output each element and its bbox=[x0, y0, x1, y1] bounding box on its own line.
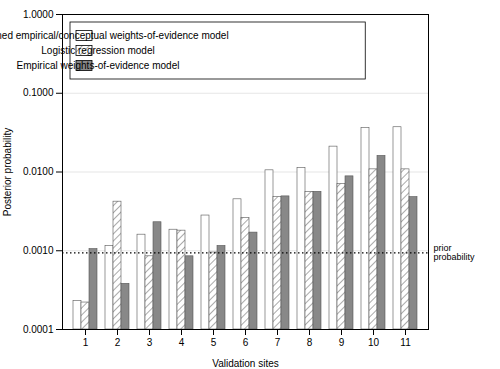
svg-text:priorprobability: priorprobability bbox=[434, 243, 476, 262]
svg-text:8: 8 bbox=[307, 337, 313, 348]
svg-text:4: 4 bbox=[179, 337, 185, 348]
svg-text:0.0100: 0.0100 bbox=[23, 166, 54, 177]
svg-text:1: 1 bbox=[83, 337, 89, 348]
svg-text:5: 5 bbox=[211, 337, 217, 348]
svg-text:11: 11 bbox=[400, 337, 411, 348]
svg-text:0.0010: 0.0010 bbox=[23, 245, 54, 256]
svg-text:Logistic regression model: Logistic regression model bbox=[41, 45, 154, 56]
svg-text:Empirical weights-of-evidence: Empirical weights-of-evidence model bbox=[17, 60, 180, 71]
svg-text:Posterior probability: Posterior probability bbox=[2, 128, 13, 216]
svg-text:Validation sites: Validation sites bbox=[212, 358, 279, 369]
svg-text:9: 9 bbox=[339, 337, 345, 348]
svg-text:Combined empirical/conceptual: Combined empirical/conceptual weights-of… bbox=[0, 30, 229, 41]
svg-text:7: 7 bbox=[275, 337, 281, 348]
svg-text:6: 6 bbox=[243, 337, 249, 348]
svg-text:0.0001: 0.0001 bbox=[23, 324, 54, 335]
svg-text:1.0000: 1.0000 bbox=[23, 9, 54, 20]
svg-text:2: 2 bbox=[115, 337, 121, 348]
svg-text:10: 10 bbox=[368, 337, 380, 348]
svg-text:3: 3 bbox=[147, 337, 153, 348]
svg-text:0.1000: 0.1000 bbox=[23, 87, 54, 98]
